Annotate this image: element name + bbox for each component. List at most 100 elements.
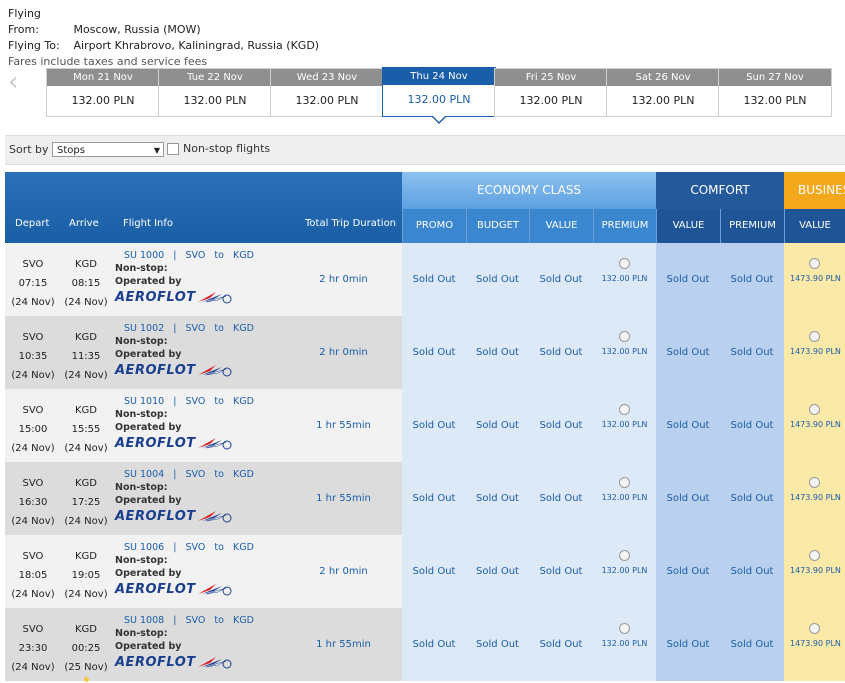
flight-number-link[interactable]: SU 1006 bbox=[124, 542, 165, 553]
date-tab-2[interactable]: Wed 23 Nov 132.00 PLN bbox=[270, 68, 384, 117]
arrive-time: 15:55 bbox=[71, 424, 101, 435]
arrive-time: 17:25 bbox=[71, 497, 101, 508]
flight-number-link[interactable]: SU 1004 bbox=[124, 469, 165, 480]
sold-out-cell: Sold Out bbox=[656, 608, 720, 681]
depart-cell: SVO 07:15 (24 Nov) bbox=[9, 243, 57, 316]
date-tab-6[interactable]: Sun 27 Nov 132.00 PLN bbox=[718, 68, 832, 117]
row-bg bbox=[5, 608, 402, 681]
route-to: KGD bbox=[233, 469, 254, 480]
fare-radio[interactable] bbox=[809, 404, 820, 415]
sold-out-cell: Sold Out bbox=[402, 243, 466, 316]
fare-radio[interactable] bbox=[619, 404, 630, 415]
premium-fare-cell: 132.00 PLN bbox=[593, 243, 656, 316]
arrive-date: (24 Nov) bbox=[64, 297, 108, 308]
date-tab-1[interactable]: Tue 22 Nov 132.00 PLN bbox=[158, 68, 272, 117]
business-price: 1473.90 PLN bbox=[790, 639, 841, 648]
depart-time: 15:00 bbox=[18, 424, 48, 435]
route-to: KGD bbox=[233, 615, 254, 626]
route-to-word: to bbox=[214, 542, 224, 553]
fare-radio[interactable] bbox=[619, 623, 630, 634]
previous-week-chevron-icon[interactable]: ‹ bbox=[8, 67, 19, 97]
sold-out-cell: Sold Out bbox=[720, 243, 784, 316]
business-fare-cell: 1473.90 PLN bbox=[784, 316, 845, 389]
fare-radio[interactable] bbox=[809, 477, 820, 488]
fare-radio[interactable] bbox=[619, 550, 630, 561]
separator: | bbox=[173, 396, 177, 407]
operated-by-text: Operated by bbox=[115, 422, 182, 433]
date-tab-day: Tue 22 Nov bbox=[159, 69, 271, 86]
nonstop-text: Non-stop: bbox=[115, 263, 168, 274]
business-fare-cell: 1473.90 PLN bbox=[784, 608, 845, 681]
airline-name: AEROFLOT bbox=[115, 581, 196, 597]
arrive-cell: KGD 11:35 (24 Nov) bbox=[62, 316, 110, 389]
row-bg bbox=[5, 535, 402, 608]
date-tab-day: Thu 24 Nov bbox=[383, 68, 495, 85]
date-tab-3[interactable]: Thu 24 Nov 132.00 PLN bbox=[382, 67, 496, 124]
route-from: SVO bbox=[185, 615, 206, 626]
arrive-time: 00:25 bbox=[71, 643, 101, 654]
flight-info-cell: SU 1004 | SVO to KGD Non-stop: Operated by… bbox=[115, 462, 285, 535]
fare-radio[interactable] bbox=[809, 331, 820, 342]
aeroflot-logo: AEROFLOT bbox=[115, 509, 285, 523]
nonstop-label[interactable]: Non-stop flights bbox=[183, 142, 271, 155]
airline-name: AEROFLOT bbox=[115, 289, 196, 305]
flight-number-link[interactable]: SU 1002 bbox=[124, 323, 165, 334]
flight-number-link[interactable]: SU 1008 bbox=[124, 615, 165, 626]
row-bg bbox=[5, 389, 402, 462]
depart-time: 10:35 bbox=[18, 351, 48, 362]
row-bg bbox=[5, 243, 402, 316]
fare-radio[interactable] bbox=[809, 258, 820, 269]
fare-radio[interactable] bbox=[809, 623, 820, 634]
depart-date: (24 Nov) bbox=[11, 443, 55, 454]
premium-fare-cell: 132.00 PLN bbox=[593, 462, 656, 535]
route-to-word: to bbox=[214, 250, 224, 261]
sort-bar: Sort by Stops ▼ Non-stop flights bbox=[5, 135, 845, 165]
fare-column-header: BUDGET bbox=[466, 209, 529, 243]
nonstop-checkbox[interactable] bbox=[167, 143, 179, 155]
flight-number-link[interactable]: SU 1010 bbox=[124, 396, 165, 407]
route-from: SVO bbox=[185, 542, 206, 553]
aeroflot-wings-icon bbox=[197, 511, 232, 523]
fare-column-header: VALUE bbox=[529, 209, 593, 243]
business-price: 1473.90 PLN bbox=[790, 420, 841, 429]
fare-column-header: VALUE bbox=[656, 209, 720, 243]
dropdown-arrow-icon: ▼ bbox=[153, 146, 160, 155]
sold-out-cell: Sold Out bbox=[402, 389, 466, 462]
search-summary: Flying From: Moscow, Russia (MOW) Flying… bbox=[8, 6, 319, 70]
sort-select[interactable]: Stops ▼ bbox=[52, 142, 164, 157]
fare-radio[interactable] bbox=[619, 258, 630, 269]
col-depart: Depart bbox=[15, 218, 50, 229]
arrive-time: 08:15 bbox=[71, 278, 101, 289]
business-fare-cell: 1473.90 PLN bbox=[784, 462, 845, 535]
fare-radio[interactable] bbox=[619, 477, 630, 488]
fare-note: Fares include taxes and service fees bbox=[8, 55, 208, 68]
arrive-cell: KGD 08:15 (24 Nov) bbox=[62, 243, 110, 316]
date-tab-5[interactable]: Sat 26 Nov 132.00 PLN bbox=[606, 68, 720, 117]
selected-pointer-inner bbox=[433, 116, 445, 122]
flight-row: SVO 15:00 (24 Nov) KGD 15:55 (24 Nov) SU 1010 … bbox=[5, 389, 845, 462]
route-from: SVO bbox=[185, 323, 206, 334]
date-tab-4[interactable]: Fri 25 Nov 132.00 PLN bbox=[494, 68, 608, 117]
flight-row: SVO 23:30 (24 Nov) KGD 00:25 (25 Nov) SU 1008 … bbox=[5, 608, 845, 682]
sold-out-cell: Sold Out bbox=[656, 316, 720, 389]
from-label: Flying From: bbox=[8, 7, 41, 36]
sold-out-cell: Sold Out bbox=[466, 243, 529, 316]
depart-code: SVO bbox=[22, 624, 44, 635]
premium-price: 132.00 PLN bbox=[601, 347, 648, 356]
flight-number-link[interactable]: SU 1000 bbox=[124, 250, 165, 261]
sold-out-cell: Sold Out bbox=[466, 608, 529, 681]
sold-out-cell: Sold Out bbox=[402, 462, 466, 535]
fare-radio[interactable] bbox=[809, 550, 820, 561]
operated-by-text: Operated by bbox=[115, 276, 182, 287]
sold-out-cell: Sold Out bbox=[720, 389, 784, 462]
sort-select-value: Stops bbox=[57, 145, 85, 156]
sold-out-cell: Sold Out bbox=[466, 389, 529, 462]
duration-cell: 2 hr 0min bbox=[319, 274, 368, 285]
date-tab-0[interactable]: Mon 21 Nov 132.00 PLN bbox=[46, 68, 160, 117]
sold-out-cell: Sold Out bbox=[402, 316, 466, 389]
fare-radio[interactable] bbox=[619, 331, 630, 342]
business-fare-cell: 1473.90 PLN bbox=[784, 535, 845, 608]
date-tab-price: 132.00 PLN bbox=[743, 94, 807, 107]
depart-code: SVO bbox=[22, 478, 44, 489]
sold-out-cell: Sold Out bbox=[529, 535, 593, 608]
